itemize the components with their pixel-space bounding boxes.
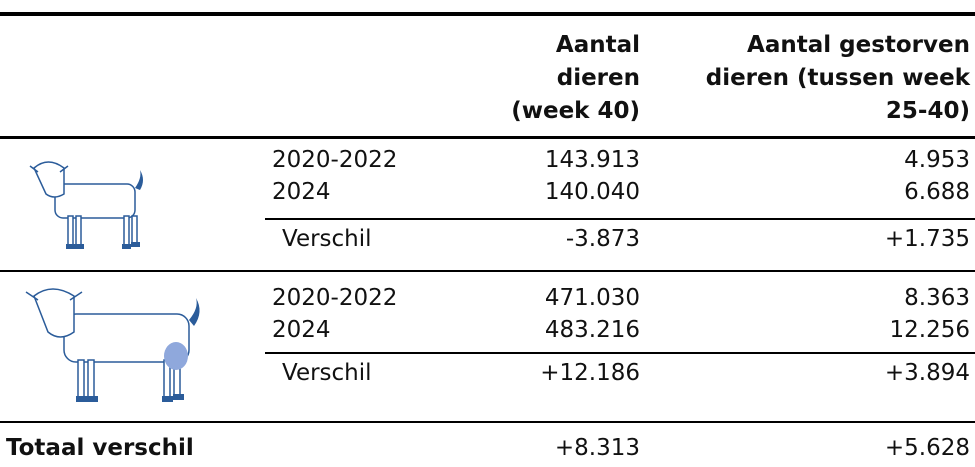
row-label: 2024	[272, 317, 331, 343]
row-label: 2024	[272, 179, 331, 205]
row-label: 2020-2022	[272, 147, 398, 173]
cell: 8.363	[904, 285, 970, 311]
cell: 471.030	[544, 285, 640, 311]
total-label: Totaal verschil	[6, 435, 194, 461]
kid-goat-icon	[29, 161, 143, 249]
cell: +1.735	[884, 226, 970, 252]
header-cell: dieren	[556, 65, 640, 91]
row-label: 2020-2022	[272, 285, 398, 311]
row-label: Verschil	[282, 226, 372, 252]
rule	[0, 421, 975, 423]
total-cell: +8.313	[554, 435, 640, 461]
cell: 6.688	[904, 179, 970, 205]
rule	[265, 218, 975, 220]
cell: +3.894	[884, 360, 970, 386]
rule	[0, 270, 975, 272]
cell: 483.216	[544, 317, 640, 343]
header-cell: 25-40)	[885, 98, 970, 124]
rule	[0, 12, 975, 16]
rule	[0, 136, 975, 139]
cell: 140.040	[544, 179, 640, 205]
cell: 143.913	[544, 147, 640, 173]
header-cell: Aantal gestorven	[747, 32, 970, 58]
header-cell: dieren (tussen week	[705, 65, 970, 91]
rule	[265, 352, 975, 354]
header-cell: Aantal	[555, 32, 640, 58]
cell: -3.873	[565, 226, 640, 252]
cell: 4.953	[904, 147, 970, 173]
total-cell: +5.628	[884, 435, 970, 461]
header-cell: (week 40)	[511, 98, 640, 124]
row-label: Verschil	[282, 360, 372, 386]
goat-icon	[25, 288, 200, 402]
cell: 12.256	[889, 317, 970, 343]
cell: +12.186	[540, 360, 640, 386]
